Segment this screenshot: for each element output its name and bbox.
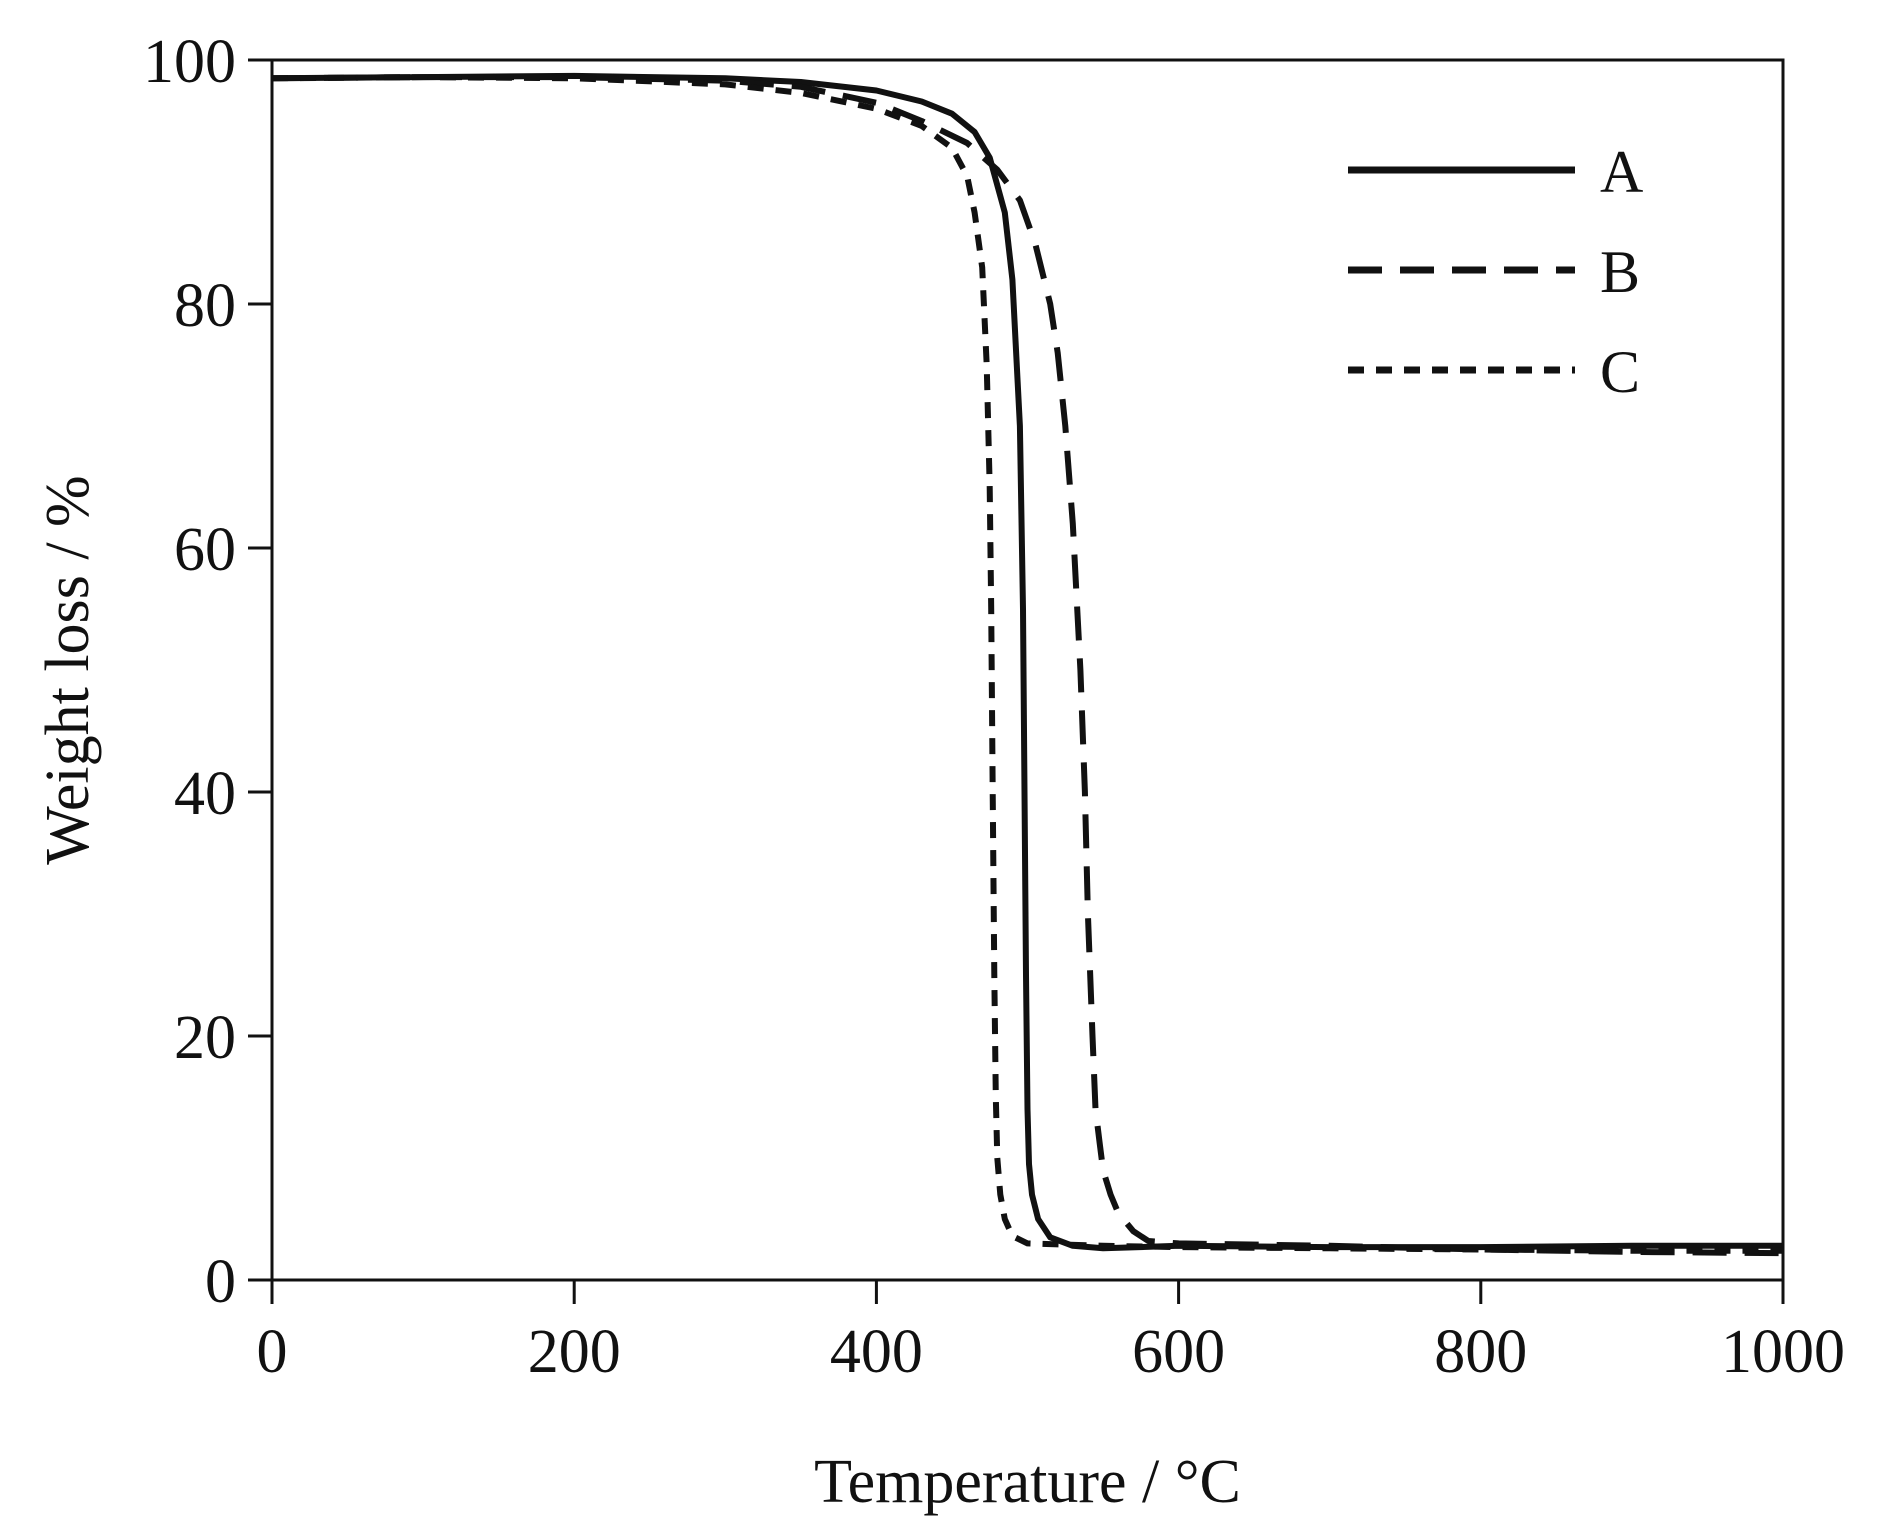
axes-group: 0 200 400 600 800 1000 0 20 40 60 80 100	[143, 28, 1845, 1386]
y-tick-label: 0	[205, 1248, 236, 1316]
legend: ABC	[1348, 139, 1643, 405]
y-tick-label: 20	[174, 1004, 236, 1072]
x-tick-label: 400	[830, 1318, 923, 1386]
series-line-a	[272, 76, 1783, 1248]
legend-label-a: A	[1600, 139, 1643, 205]
y-tick-label: 60	[174, 516, 236, 584]
legend-label-b: B	[1600, 239, 1640, 305]
x-tick-label: 600	[1132, 1318, 1225, 1386]
y-axis-label: Weight loss / %	[34, 475, 102, 864]
y-tick-label: 80	[174, 272, 236, 340]
x-tick-label: 1000	[1721, 1318, 1845, 1386]
series-group	[272, 76, 1783, 1253]
x-tick-label: 800	[1434, 1318, 1527, 1386]
y-tick-label: 100	[143, 28, 236, 96]
x-axis-label: Temperature / °C	[814, 1448, 1241, 1516]
x-tick-label: 200	[528, 1318, 621, 1386]
y-tick-label: 40	[174, 760, 236, 828]
legend-label-c: C	[1600, 339, 1640, 405]
x-tick-label: 0	[257, 1318, 288, 1386]
